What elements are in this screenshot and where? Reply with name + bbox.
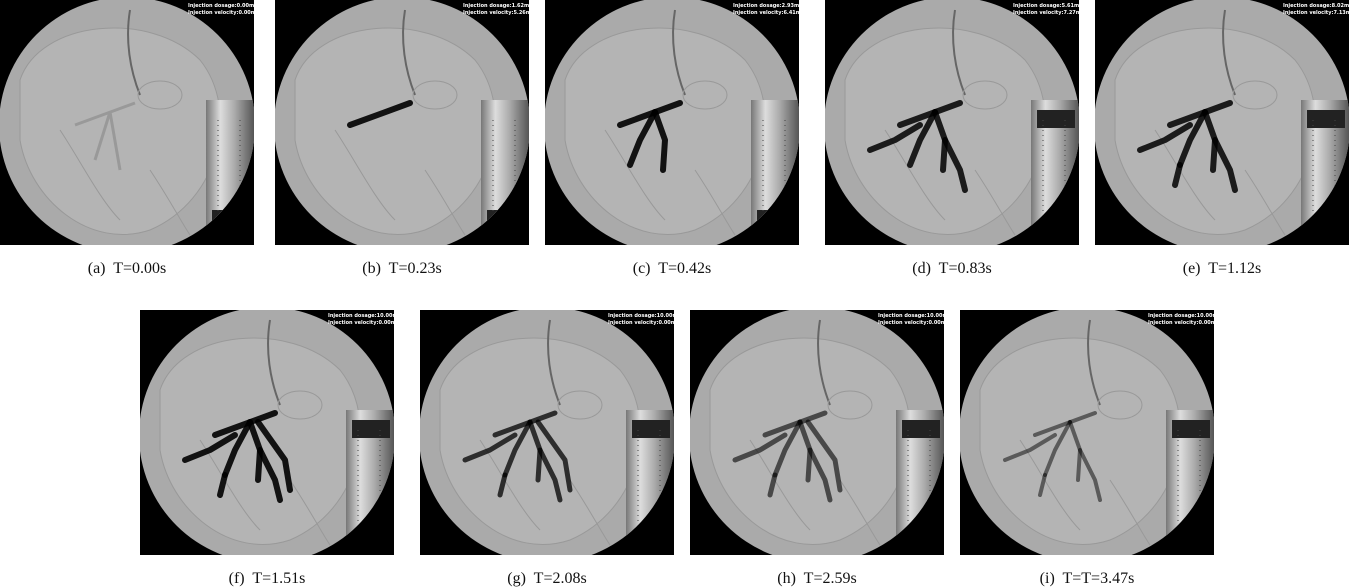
angiogram-image: Injection dosage:1.62ml Injection veloci… [275, 0, 529, 245]
figure: Injection dosage:0.00ml Injection veloci… [0, 0, 1352, 588]
dosage-label: Injection dosage:0.00ml [188, 3, 254, 9]
angiogram-image: Injection dosage:0.00ml Injection veloci… [0, 0, 254, 245]
velocity-label: Injection velocity:0.00ml/s [608, 320, 674, 326]
panel: Injection dosage:1.62ml Injection veloci… [275, 0, 529, 278]
caption: (i) T=T=3.47s [960, 570, 1214, 588]
angiogram-image: Injection dosage:10.00ml Injection veloc… [420, 310, 674, 555]
velocity-label: Injection velocity:0.00ml/s [878, 320, 944, 326]
dosage-label: Injection dosage:10.00ml [608, 313, 674, 319]
dosage-label: Injection dosage:8.02ml [1283, 3, 1349, 9]
velocity-label: Injection velocity:0.00ml/s [188, 10, 254, 16]
velocity-label: Injection velocity:5.26ml/s [463, 10, 529, 16]
velocity-label: Injection velocity:0.00ml/s [328, 320, 394, 326]
caption: (f) T=1.51s [140, 570, 394, 588]
dosage-label: Injection dosage:2.93ml [733, 3, 799, 9]
dosage-label: Injection dosage:5.61ml [1013, 3, 1079, 9]
velocity-label: Injection velocity:0.00ml/s [1148, 320, 1214, 326]
panel: Injection dosage:10.00ml Injection veloc… [690, 310, 944, 588]
angiogram-image: Injection dosage:8.02ml Injection veloci… [1095, 0, 1349, 245]
angiogram-image: Injection dosage:2.93ml Injection veloci… [545, 0, 799, 245]
panel: Injection dosage:0.00ml Injection veloci… [0, 0, 254, 278]
caption: (d) T=0.83s [825, 260, 1079, 278]
angiogram-image: Injection dosage:10.00ml Injection veloc… [140, 310, 394, 555]
dosage-label: Injection dosage:10.00ml [328, 313, 394, 319]
panel: Injection dosage:5.61ml Injection veloci… [825, 0, 1079, 278]
velocity-label: Injection velocity:7.13ml/s [1283, 10, 1349, 16]
panel: Injection dosage:10.00ml Injection veloc… [140, 310, 394, 588]
velocity-label: Injection velocity:7.27ml/s [1013, 10, 1079, 16]
panel: Injection dosage:10.00ml Injection veloc… [960, 310, 1214, 588]
dosage-label: Injection dosage:10.00ml [1148, 313, 1214, 319]
angiogram-image: Injection dosage:10.00ml Injection veloc… [690, 310, 944, 555]
caption: (g) T=2.08s [420, 570, 674, 588]
panel: Injection dosage:8.02ml Injection veloci… [1095, 0, 1349, 278]
dosage-label: Injection dosage:10.00ml [878, 313, 944, 319]
velocity-label: Injection velocity:6.41ml/s [733, 10, 799, 16]
panel: Injection dosage:10.00ml Injection veloc… [420, 310, 674, 588]
caption: (h) T=2.59s [690, 570, 944, 588]
dosage-label: Injection dosage:1.62ml [463, 3, 529, 9]
caption: (b) T=0.23s [275, 260, 529, 278]
caption: (c) T=0.42s [545, 260, 799, 278]
panel: Injection dosage:2.93ml Injection veloci… [545, 0, 799, 278]
angiogram-image: Injection dosage:10.00ml Injection veloc… [960, 310, 1214, 555]
caption: (e) T=1.12s [1095, 260, 1349, 278]
angiogram-image: Injection dosage:5.61ml Injection veloci… [825, 0, 1079, 245]
caption: (a) T=0.00s [0, 260, 254, 278]
